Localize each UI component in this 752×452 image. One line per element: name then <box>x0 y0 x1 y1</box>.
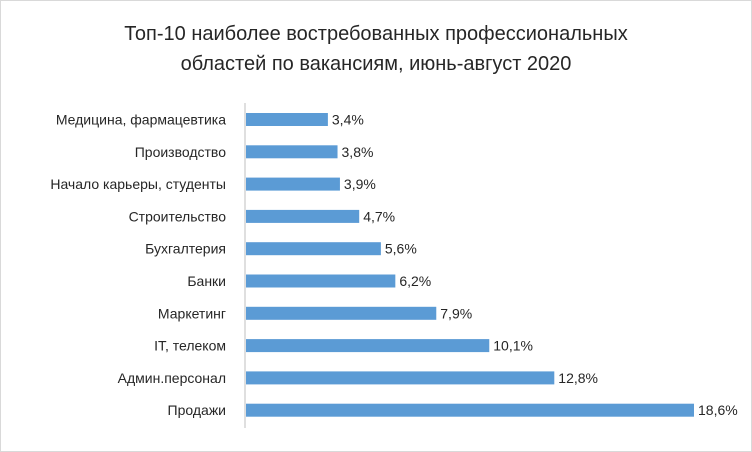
data-label: 12,8% <box>558 370 598 386</box>
chart-title: Топ-10 наиболее востребованных профессио… <box>1 19 751 79</box>
bar <box>246 306 437 320</box>
bar <box>246 113 328 126</box>
category-label: Бухгалтерия <box>145 241 226 257</box>
category-label: Производство <box>135 144 226 160</box>
category-label: Медицина, фармацевтика <box>56 112 226 128</box>
category-label: Строительство <box>129 208 227 224</box>
category-label: Начало карьеры, студенты <box>50 176 226 192</box>
bar <box>246 371 555 385</box>
bar <box>246 209 360 223</box>
category-label: Продажи <box>168 402 226 418</box>
data-label: 10,1% <box>493 338 533 354</box>
category-label: Админ.персонал <box>118 370 226 386</box>
data-label: 3,4% <box>332 112 364 128</box>
chart-title-line-1: Топ-10 наиболее востребованных профессио… <box>124 23 628 45</box>
data-label: 5,6% <box>385 241 417 257</box>
data-label: 3,8% <box>342 144 374 160</box>
category-label: Маркетинг <box>158 305 226 321</box>
data-label: 6,2% <box>399 273 431 289</box>
data-label: 4,7% <box>363 208 395 224</box>
data-label: 3,9% <box>344 176 376 192</box>
bar <box>246 403 694 417</box>
bar <box>246 242 381 256</box>
category-label: IT, телеком <box>154 338 226 354</box>
chart-title-line-2: областей по вакансиям, июнь-август 2020 <box>180 53 572 75</box>
data-label: 7,9% <box>440 305 472 321</box>
bar <box>246 177 340 191</box>
bar <box>246 274 396 288</box>
bar <box>246 145 338 159</box>
category-label: Банки <box>187 273 226 289</box>
data-label: 18,6% <box>698 402 738 418</box>
bar <box>246 339 490 353</box>
